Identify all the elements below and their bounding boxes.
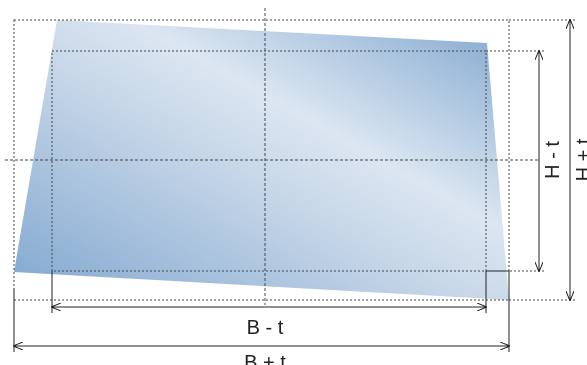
label-height-outer: H + t [573, 138, 587, 181]
inner-guide-rect [51, 50, 487, 272]
label-width-inner: B - t [247, 317, 284, 339]
outer-guide-rect [13, 19, 510, 301]
label-width-outer: B + t [244, 352, 286, 365]
label-height-inner: H - t [542, 141, 564, 179]
inner-corner-tab [486, 270, 510, 284]
